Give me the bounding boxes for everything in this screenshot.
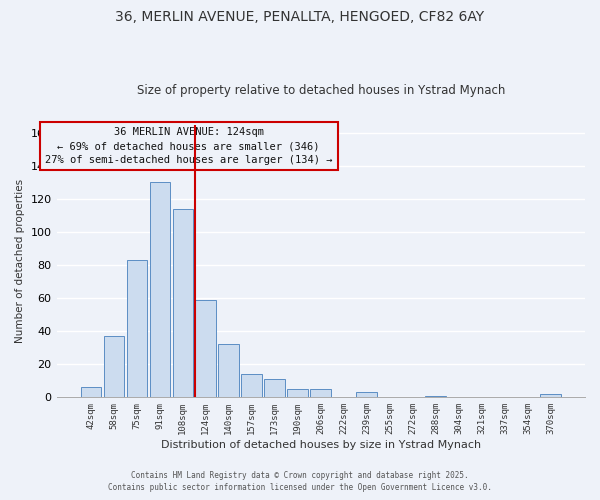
- Bar: [218, 344, 239, 398]
- Bar: [540, 394, 561, 398]
- Bar: [196, 300, 216, 398]
- Text: Contains HM Land Registry data © Crown copyright and database right 2025.
Contai: Contains HM Land Registry data © Crown c…: [108, 471, 492, 492]
- Bar: [80, 388, 101, 398]
- Bar: [149, 182, 170, 398]
- Bar: [241, 374, 262, 398]
- Bar: [425, 396, 446, 398]
- Text: 36 MERLIN AVENUE: 124sqm
← 69% of detached houses are smaller (346)
27% of semi-: 36 MERLIN AVENUE: 124sqm ← 69% of detach…: [45, 128, 332, 166]
- Text: 36, MERLIN AVENUE, PENALLTA, HENGOED, CF82 6AY: 36, MERLIN AVENUE, PENALLTA, HENGOED, CF…: [115, 10, 485, 24]
- Y-axis label: Number of detached properties: Number of detached properties: [15, 179, 25, 343]
- Bar: [287, 389, 308, 398]
- Bar: [173, 209, 193, 398]
- Title: Size of property relative to detached houses in Ystrad Mynach: Size of property relative to detached ho…: [137, 84, 505, 97]
- X-axis label: Distribution of detached houses by size in Ystrad Mynach: Distribution of detached houses by size …: [161, 440, 481, 450]
- Bar: [310, 389, 331, 398]
- Bar: [127, 260, 147, 398]
- Bar: [104, 336, 124, 398]
- Bar: [356, 392, 377, 398]
- Bar: [265, 379, 285, 398]
